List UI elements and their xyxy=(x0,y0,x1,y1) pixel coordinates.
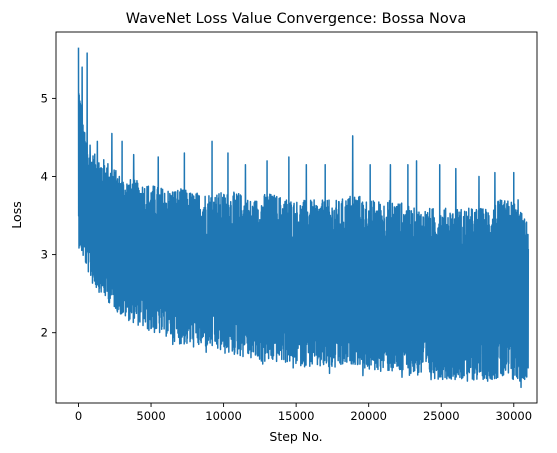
x-axis-label: Step No. xyxy=(269,429,322,444)
y-axis-ticks: 2 3 4 5 xyxy=(41,91,56,340)
x-tick-label: 20000 xyxy=(350,409,387,423)
y-tick-label: 5 xyxy=(41,91,48,105)
x-tick-label: 5000 xyxy=(136,409,165,423)
x-axis-ticks: 0 5000 10000 15000 20000 25000 30000 xyxy=(75,403,532,423)
series-layer xyxy=(77,47,530,389)
y-tick-label: 2 xyxy=(41,326,48,340)
x-tick-label: 0 xyxy=(75,409,82,423)
y-axis-label: Loss xyxy=(9,201,24,228)
x-tick-label: 10000 xyxy=(205,409,242,423)
y-tick-label: 3 xyxy=(41,248,48,262)
x-tick-label: 30000 xyxy=(495,409,532,423)
loss-series-line-0 xyxy=(77,47,530,389)
x-tick-label: 25000 xyxy=(423,409,460,423)
chart-title: WaveNet Loss Value Convergence: Bossa No… xyxy=(126,11,466,27)
y-tick-label: 4 xyxy=(41,169,48,183)
x-tick-label: 15000 xyxy=(278,409,315,423)
